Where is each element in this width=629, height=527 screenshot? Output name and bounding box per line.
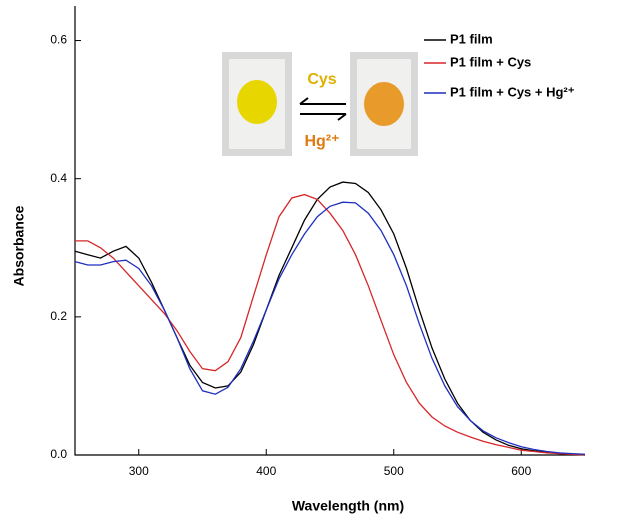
y-tick-label: 0.2 xyxy=(50,309,67,323)
x-tick-label: 300 xyxy=(129,464,149,478)
y-tick-label: 0.0 xyxy=(50,447,67,461)
series-line xyxy=(75,193,586,456)
annotation-cys: Cys xyxy=(307,71,336,88)
arrow-right xyxy=(300,113,347,121)
legend-label: P1 film + Cys + Hg²⁺ xyxy=(450,84,575,99)
annotation-hg: Hg²⁺ xyxy=(304,133,339,150)
series-line xyxy=(74,201,586,455)
x-axis-label: Wavelength (nm) xyxy=(292,498,404,514)
x-tick-label: 500 xyxy=(384,464,404,478)
yellow-spot xyxy=(237,80,277,124)
y-axis-label: Absorbance xyxy=(11,205,27,286)
arrow-left xyxy=(299,97,346,105)
legend-label: P1 film + Cys xyxy=(450,54,531,69)
y-tick-label: 0.4 xyxy=(50,171,67,185)
y-tick-label: 0.6 xyxy=(50,33,67,47)
x-tick-label: 600 xyxy=(511,464,531,478)
series-line xyxy=(74,181,586,456)
inset: Cys Hg²⁺ xyxy=(222,52,418,156)
orange-spot xyxy=(364,82,404,126)
legend-label: P1 film xyxy=(450,31,493,46)
x-tick-label: 400 xyxy=(256,464,276,478)
